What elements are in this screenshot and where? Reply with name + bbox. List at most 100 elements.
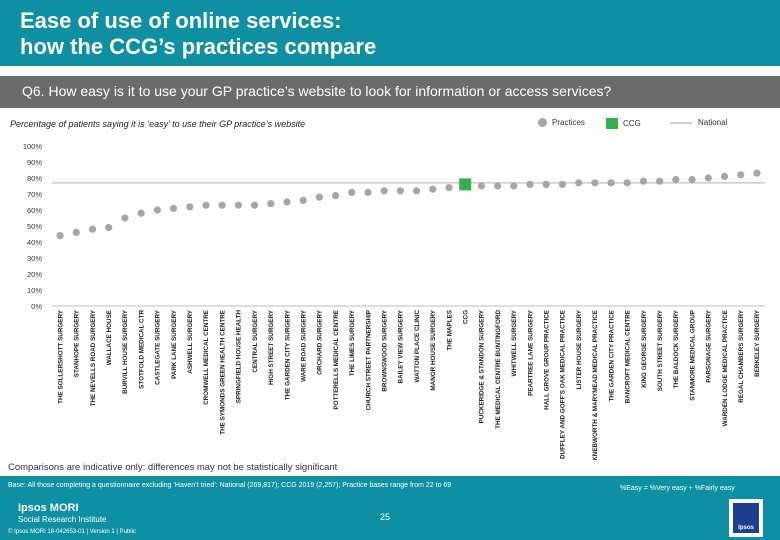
practice-point xyxy=(413,187,421,195)
y-tick-label: 80% xyxy=(27,174,42,183)
category-label: CHURCH STREET PARTNERSHIP xyxy=(365,310,372,410)
practice-point xyxy=(331,192,340,200)
practice-point xyxy=(526,180,534,188)
category-label: THE SYMONDS GREEN HEALTH CENTRE xyxy=(219,310,226,435)
category-label: STANMORE MEDICAL GROUP xyxy=(689,310,696,401)
copyright-text: © Ipsos MORI 18-042653-01 | Version 1 | … xyxy=(8,529,136,535)
legend-national-label: National xyxy=(698,118,728,127)
practice-point xyxy=(477,182,486,190)
disclaimer-text: Comparisons are indicative only: differe… xyxy=(8,462,338,473)
ipsos-logo: Ipsos xyxy=(729,499,763,537)
practice-point xyxy=(591,179,599,187)
category-label: KNEBWORTH & MARYMEAD MEDICAL PRACTICE xyxy=(592,310,599,460)
practice-point xyxy=(299,196,307,204)
practice-point xyxy=(542,180,550,188)
category-label: BROWNSWOOD SURGERY xyxy=(381,309,388,391)
practice-point xyxy=(575,179,583,187)
category-label: STOTFOLD MEDICAL CTR xyxy=(138,310,145,389)
practice-point xyxy=(169,204,178,212)
title-line-2: how the CCG’s practices compare xyxy=(20,34,377,59)
logo-mark: Ipsos xyxy=(733,503,759,533)
practice-point xyxy=(153,206,161,214)
category-label: STANHOPE SURGERY xyxy=(74,309,81,377)
practice-point xyxy=(283,198,291,206)
practice-point xyxy=(72,228,80,236)
header-band: Ease of use of online services: how the … xyxy=(0,0,780,66)
practice-point xyxy=(121,214,129,222)
category-label: REGAL CHAMBERS SURGERY xyxy=(738,309,745,403)
practice-point xyxy=(56,232,64,240)
category-label: SOUTH STREET SURGERY xyxy=(657,309,664,391)
practice-point xyxy=(105,224,113,232)
practice-point xyxy=(429,185,437,193)
category-label: PEARTREE LANE SURGERY xyxy=(527,309,534,396)
y-tick-label: 10% xyxy=(27,286,42,295)
chart-subtitle: Percentage of patients saying it is ‘eas… xyxy=(10,119,306,129)
practice-point xyxy=(137,209,145,217)
category-label: PARSONAGE SURGERY xyxy=(706,309,713,383)
scatter-chart: 0% 10% 20% 30% 40% 50% 60% 70% 80% 90% 100% THE SOL… xyxy=(23,142,765,460)
category-label: THE GARDEN CITY SURGERY xyxy=(284,309,291,400)
practice-point xyxy=(218,201,226,209)
base-note: Base: All those completing a questionnai… xyxy=(8,482,452,489)
easy-formula: %Easy = %Very easy + %Fairly easy xyxy=(620,485,735,492)
category-label: WATTON PLACE CLINIC xyxy=(414,310,421,383)
category-label: POTTERELLS MEDICAL CENTRE xyxy=(333,310,340,410)
category-label: ASHWELL SURGERY xyxy=(187,309,194,373)
category-label: THE LIMES SURGERY xyxy=(349,309,356,376)
category-label: BURVILL HOUSE SURGERY xyxy=(122,309,129,394)
practice-point xyxy=(558,180,567,188)
category-label: THE SOLLERSHOTT SURGERY xyxy=(57,309,64,404)
practice-point xyxy=(250,201,259,209)
category-label: WARE ROAD SURGERY xyxy=(300,309,307,382)
legend-national: National xyxy=(670,118,727,127)
category-label: THE NEVELLS ROAD SURGERY xyxy=(90,309,97,406)
category-label: PARK LANE SURGERY xyxy=(171,309,178,379)
y-tick-label: 40% xyxy=(27,238,42,247)
practice-point xyxy=(202,201,210,209)
category-label: WARDEN LODGE MEDICAL PRACTICE xyxy=(722,310,729,426)
category-label: THE MAPLES xyxy=(446,310,453,351)
category-label: CASTLEGATE SURGERY xyxy=(155,309,162,385)
practice-point xyxy=(396,187,404,195)
practice-point xyxy=(234,201,242,209)
logo-text: Ipsos xyxy=(738,525,754,531)
practice-point xyxy=(186,203,194,211)
category-label: SPRINGFIELD HOUSE HEALTH xyxy=(236,310,243,404)
practice-point xyxy=(688,176,696,184)
practice-point xyxy=(672,176,680,184)
practice-point xyxy=(364,188,372,196)
y-tick-label: 90% xyxy=(27,158,42,167)
ccg-marker xyxy=(459,178,472,191)
category-label: CENTRAL SURGERY xyxy=(252,309,259,372)
y-tick-label: 50% xyxy=(27,222,42,231)
national-line-icon xyxy=(670,121,692,124)
category-label: CROMWELL MEDICAL CENTRE xyxy=(203,310,210,405)
practice-point xyxy=(753,169,761,177)
legend-ccg-label: CCG xyxy=(623,119,641,128)
category-label: BERKELEY SURGERY xyxy=(754,309,761,377)
practice-point xyxy=(656,177,664,185)
legend-practices-label: Practices xyxy=(552,118,585,127)
question-text: Q6. How easy is it to use your GP practi… xyxy=(22,83,612,99)
category-label: WALLACE HOUSE xyxy=(106,310,113,365)
practice-point xyxy=(639,177,648,185)
practice-point xyxy=(623,179,631,187)
y-tick-label: 0% xyxy=(31,302,42,311)
practice-point xyxy=(380,187,388,195)
practice-dot-icon xyxy=(538,118,547,127)
footer-band: Base: All those completing a questionnai… xyxy=(0,476,780,540)
category-label: CCG xyxy=(463,310,470,324)
legend-practices: Practices xyxy=(538,118,585,127)
category-label: HALL GROVE GROUP PRACTICE xyxy=(544,310,551,410)
practice-point xyxy=(445,184,453,192)
category-label: PUCKERIDGE & STANDON SURGERY xyxy=(479,309,486,423)
category-label: BAILEY VIEW SURGERY xyxy=(398,309,405,383)
practice-point xyxy=(720,172,729,180)
y-tick-label: 30% xyxy=(27,254,42,263)
page-title: Ease of use of online services: how the … xyxy=(20,8,740,60)
category-label: HIGH STREET SURGERY xyxy=(268,309,275,385)
category-label: THE GARDEN CITY PRACTICE xyxy=(608,310,615,402)
page-number: 25 xyxy=(380,512,391,522)
y-tick-label: 100% xyxy=(23,142,43,151)
